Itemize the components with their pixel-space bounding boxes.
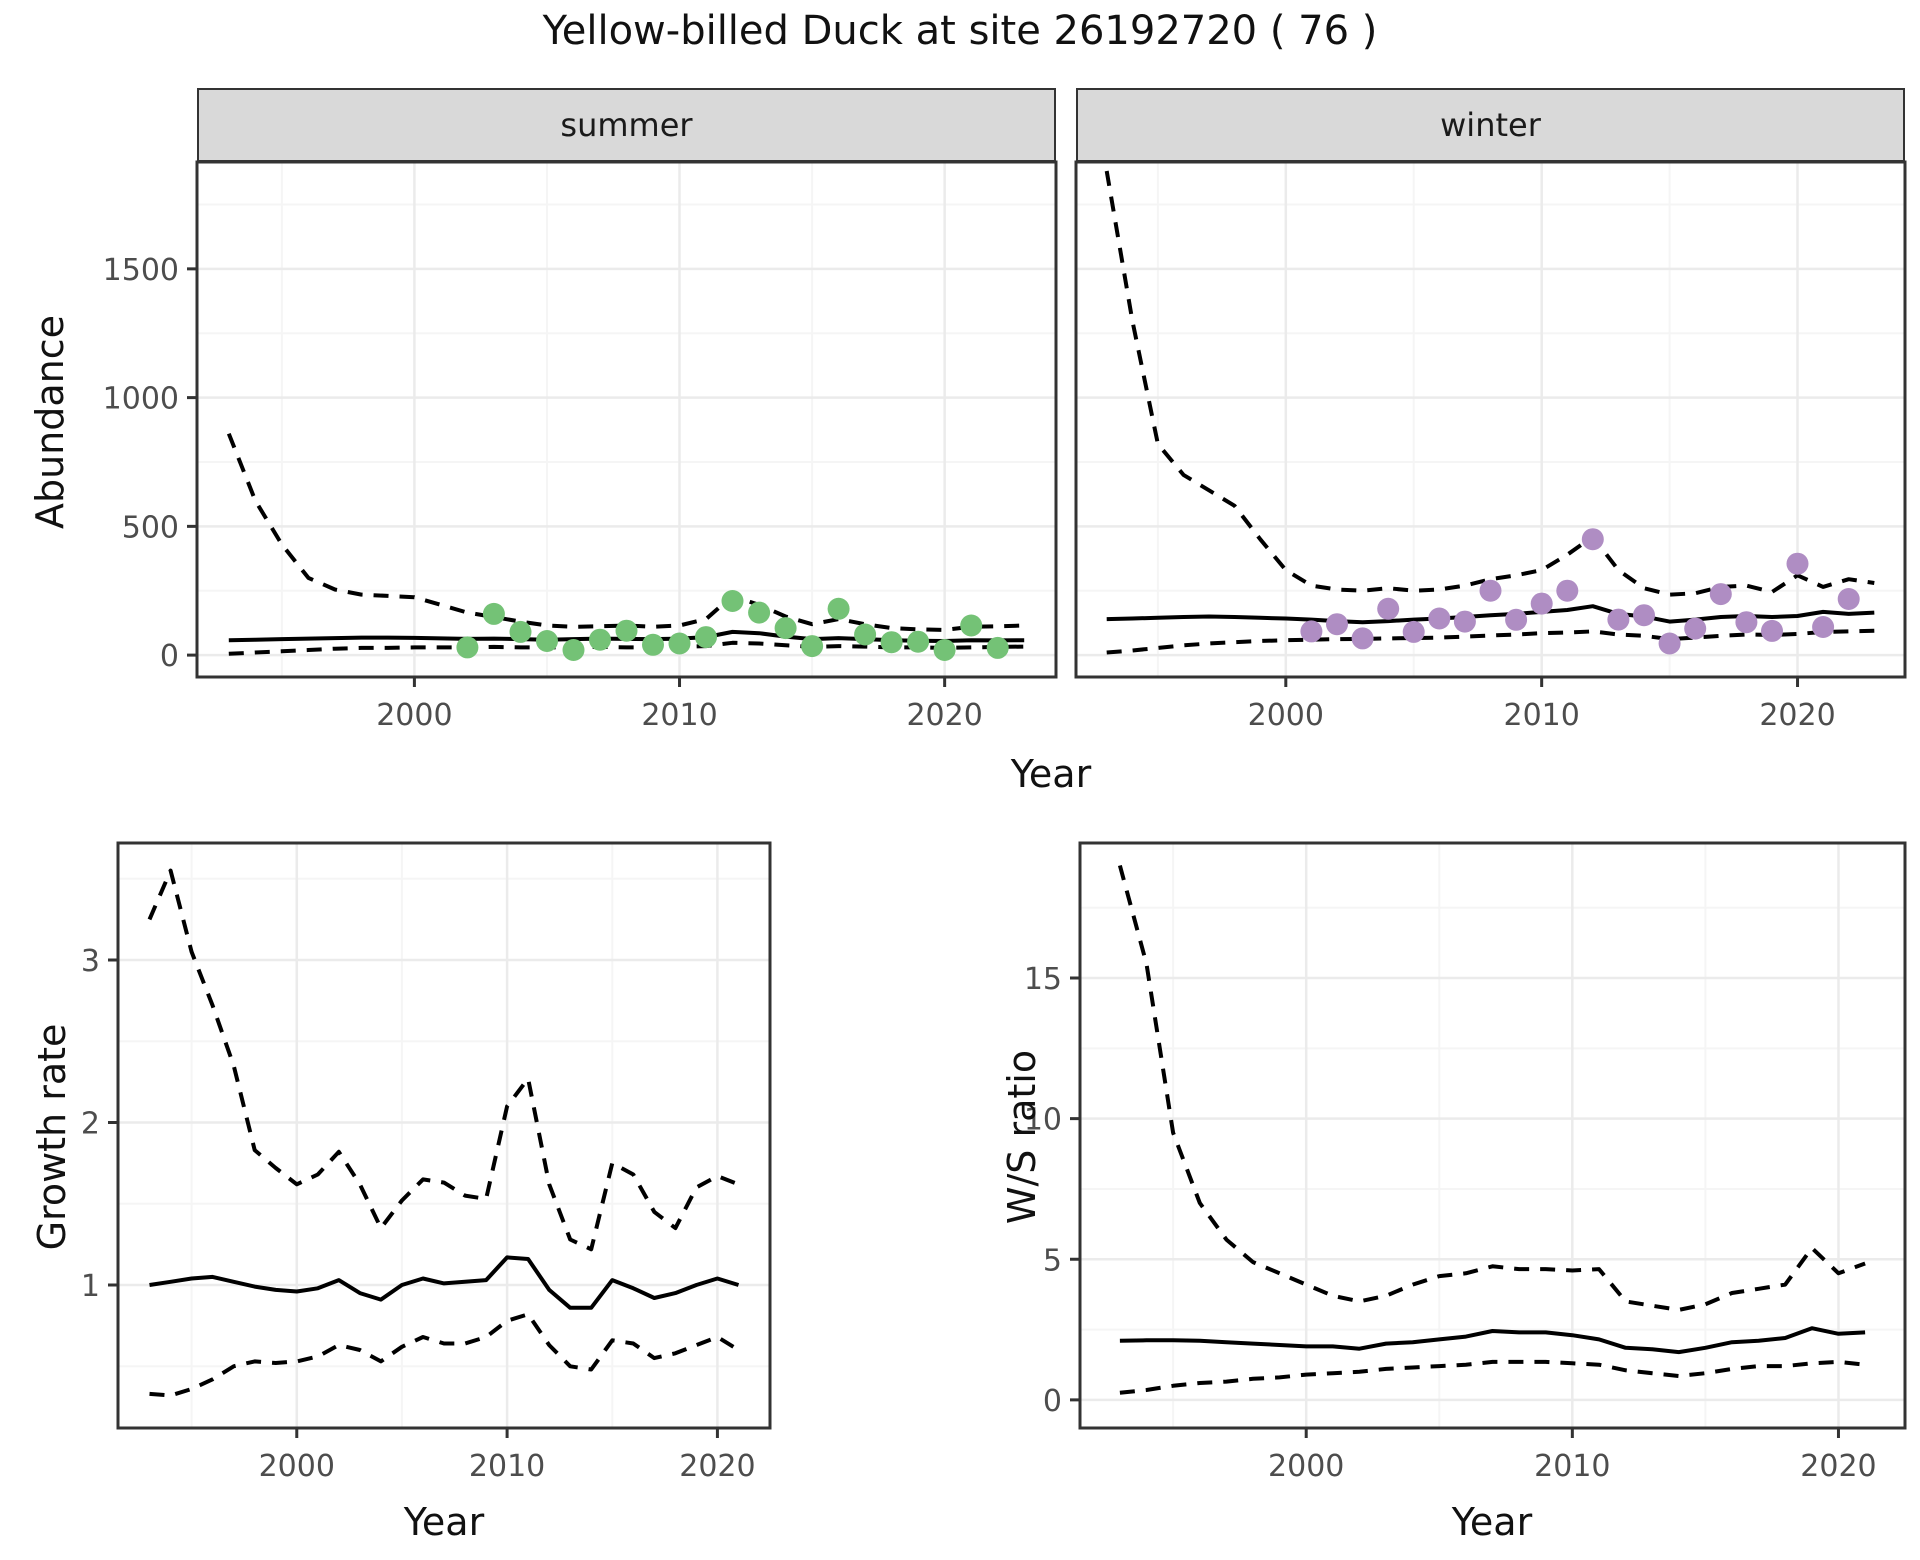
growth-x-tick-label: 2000 [259,1449,335,1484]
winter-data-point [1453,610,1476,633]
ws-y-tick-label: 10 [1024,1103,1062,1138]
winter-data-point [1786,552,1809,575]
winter-upper_95ci-line [1104,170,1875,597]
winter-data-point [1556,579,1579,602]
summer-upper_95ci-line [226,432,1025,632]
summer-data-point [748,601,771,624]
summer-data-point [456,636,479,659]
summer-data-point [536,630,558,652]
winter-data-point [1402,620,1425,643]
summer-x-tick-label: 2010 [641,698,717,733]
ws-ratio-axis-title: W/S ratio [1000,1049,1044,1225]
growth-upper_95ci-line [147,868,740,1252]
summer-y-tick-label: 500 [122,510,179,545]
winter-data-point [1581,528,1604,551]
growth-y-tick-label: 3 [81,944,100,979]
winter-data-point [1428,607,1451,630]
winter-data-point [1530,592,1553,615]
summer-data-point [668,632,691,655]
winter-data-point [1709,583,1732,606]
ws-y-tick-label: 5 [1043,1243,1062,1278]
summer-data-point [695,626,717,649]
summer-panel-border [195,160,1058,679]
winter-data-point [1837,588,1860,610]
facet-strip-summer: summer [197,88,1056,162]
ws-x-tick-label: 2020 [1800,1449,1876,1484]
summer-y-tick-label: 0 [160,639,179,674]
winter-data-point [1735,611,1758,634]
winter-data-point [1326,613,1348,636]
growth-median-line [149,1255,740,1310]
summer-data-point [509,620,532,643]
summer-panel-background [197,162,1056,677]
growth-lower_95ci-line [149,1312,740,1398]
facet-strip-winter: winter [1076,88,1905,162]
summer-data-point [907,630,930,653]
winter-data-point [1479,579,1502,602]
winter-data-point [1658,632,1681,655]
winter-data-point [1607,608,1630,631]
facet-strip-summer-label: summer [560,106,693,144]
ws-panel-border [1078,841,1907,1430]
ws-upper_95ci-line [1117,864,1866,1312]
growth-panel-border [116,841,772,1430]
winter-data-point [1505,608,1528,631]
winter-data-point [1812,616,1835,638]
summer-x-tick-label: 2020 [906,698,982,733]
figure-title: Yellow-billed Duck at site 26192720 ( 76… [542,8,1378,54]
summer-x-tick-label: 2000 [376,698,452,733]
winter-x-tick-label: 2010 [1503,698,1579,733]
summer-data-point [960,614,983,637]
ws-lower_95ci-line [1119,1359,1866,1395]
growth-x-tick-label: 2010 [469,1449,545,1484]
ws-median-line [1119,1326,1866,1355]
summer-data-point [986,636,1009,659]
summer-y-tick-label: 1500 [103,253,179,288]
summer-data-point [880,631,903,654]
summer-data-point [482,602,505,625]
summer-data-point [801,635,824,658]
ws-x-tick-label: 2010 [1534,1449,1610,1484]
winter-x-tick-label: 2000 [1248,698,1324,733]
growth-panel-background [118,843,770,1428]
winter-x-tick-label: 2020 [1759,698,1835,733]
winter-data-point [1761,619,1783,642]
summer-data-point [721,590,744,612]
top-year-axis-title: Year [1010,752,1092,796]
bottom-left-year-axis-title: Year [403,1500,485,1544]
growth-rate-axis-title: Growth rate [30,1023,74,1251]
summer-data-point [642,633,664,656]
growth-y-tick-label: 1 [81,1269,100,1304]
bottom-right-year-axis-title: Year [1451,1500,1533,1544]
ws-x-tick-label: 2000 [1268,1449,1344,1484]
winter-data-point [1633,604,1655,627]
summer-data-point [589,628,611,651]
winter-data-point [1377,597,1400,620]
summer-data-point [854,623,877,646]
winter-data-point [1300,620,1323,643]
summer-data-point [562,639,585,661]
abundance-axis-title: Abundance [28,314,72,530]
growth-y-tick-label: 2 [81,1107,100,1142]
summer-data-point [827,597,850,620]
facet-strip-winter-label: winter [1440,106,1541,144]
growth-x-tick-label: 2020 [679,1449,755,1484]
winter-data-point [1684,617,1707,640]
ws-y-tick-label: 0 [1043,1384,1062,1419]
summer-data-point [933,639,956,661]
summer-data-point [774,617,797,640]
winter-data-point [1351,627,1374,650]
summer-y-tick-label: 1000 [103,382,179,417]
summer-data-point [615,619,638,642]
ws-y-tick-label: 15 [1024,962,1062,997]
winter-panel-border [1074,160,1907,679]
